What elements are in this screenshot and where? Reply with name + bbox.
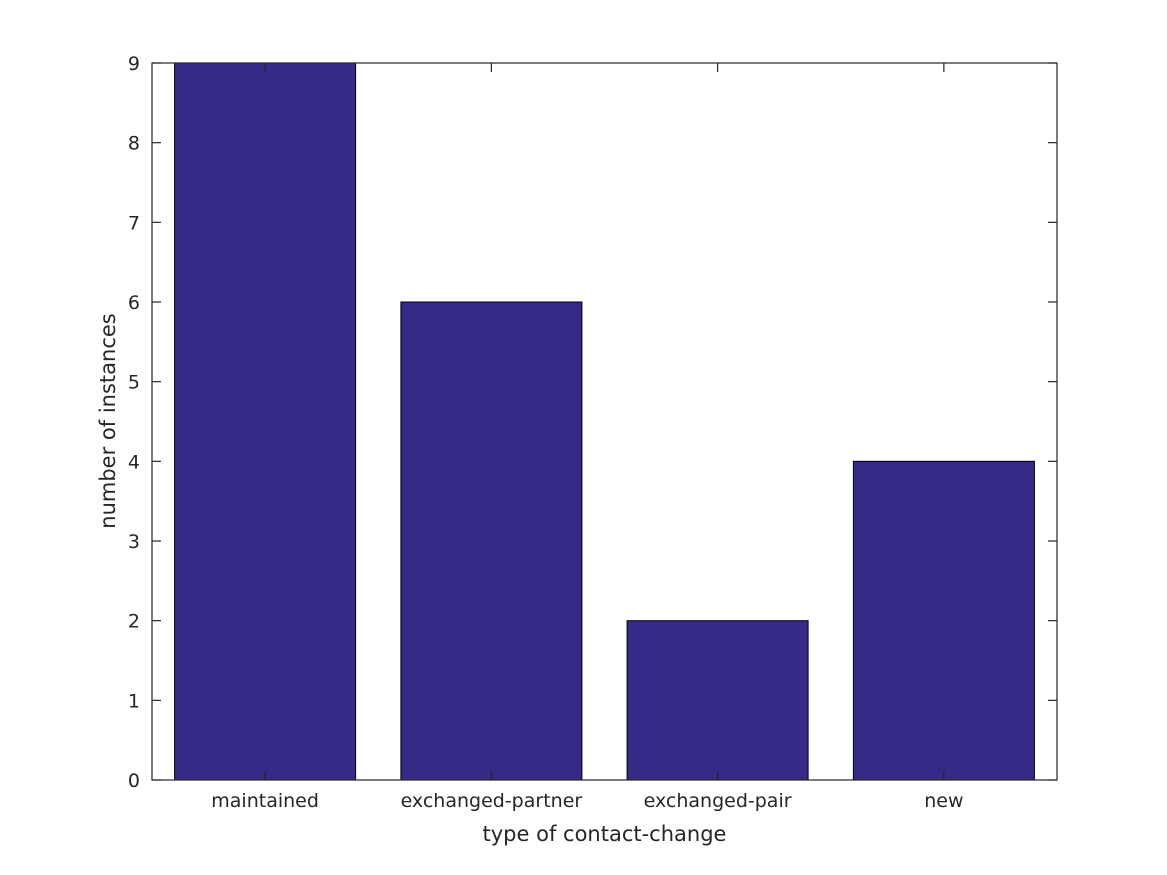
bar-new: [852, 460, 1035, 781]
bar-maintained: [174, 62, 357, 781]
y-tick-label: 7: [128, 212, 140, 234]
y-tick-label: 4: [128, 451, 140, 473]
y-tick-label: 8: [128, 133, 140, 155]
bar-exchanged-pair: [626, 620, 809, 781]
y-tick-label: 6: [128, 292, 140, 314]
y-axis-label: number of instances: [96, 313, 120, 529]
y-tick-label: 5: [128, 372, 140, 394]
x-tick-label: new: [924, 790, 963, 812]
x-tick-label: exchanged-partner: [401, 790, 583, 812]
x-axis-label: type of contact-change: [482, 822, 727, 846]
axes-box: [151, 62, 1058, 781]
y-tick-label: 2: [128, 611, 140, 633]
y-tick-label: 1: [128, 690, 140, 712]
bar-exchanged-partner: [400, 301, 583, 781]
y-tick-label: 0: [128, 770, 140, 792]
y-tick-label: 9: [128, 53, 140, 75]
x-tick-label: maintained: [211, 790, 319, 812]
x-tick-label: exchanged-pair: [644, 790, 792, 812]
y-tick-label: 3: [128, 531, 140, 553]
